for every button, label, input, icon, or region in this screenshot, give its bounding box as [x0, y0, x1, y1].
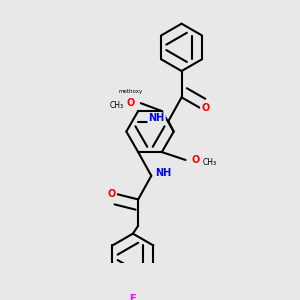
- Text: methoxy: methoxy: [118, 88, 142, 94]
- Text: NH: NH: [148, 113, 165, 123]
- Text: NH: NH: [155, 168, 171, 178]
- Text: O: O: [201, 103, 209, 113]
- Text: CH₃: CH₃: [202, 158, 216, 167]
- Text: O: O: [192, 155, 200, 165]
- Text: CH₃: CH₃: [110, 101, 124, 110]
- Text: O: O: [126, 98, 134, 108]
- Text: O: O: [108, 189, 116, 199]
- Text: F: F: [130, 294, 136, 300]
